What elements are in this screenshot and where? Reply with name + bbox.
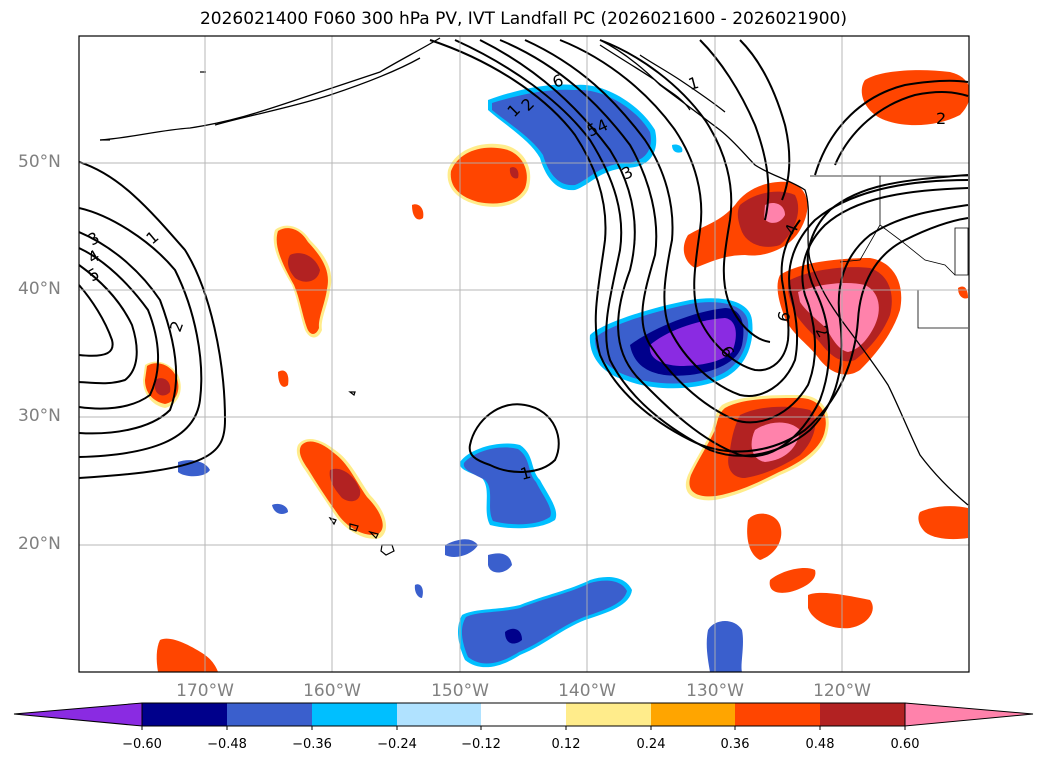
contour-label: 1 — [142, 227, 162, 248]
colorbar-segment — [227, 703, 312, 726]
colorbar-segment — [142, 703, 227, 726]
colorbar-frame — [141, 702, 906, 727]
colorbar-tick-label: 0.48 — [805, 737, 835, 752]
lon-label-150w: 150°W — [431, 681, 489, 701]
map-frame — [78, 35, 970, 673]
colorbar-segment — [820, 703, 905, 726]
colorbar-tick-label: −0.60 — [122, 737, 162, 752]
colorbar-tick-label: 0.60 — [890, 737, 920, 752]
lon-label-120w: 120°W — [813, 681, 871, 701]
lon-label-160w: 160°W — [303, 681, 361, 701]
map-title: 2026021400 F060 300 hPa PV, IVT Landfall… — [199, 9, 847, 29]
contour-label: 2 — [936, 109, 946, 128]
colorbar-segment — [735, 703, 820, 726]
contour-label: 3 — [85, 228, 103, 250]
lat-label-30n: 30°N — [18, 406, 61, 426]
contour-lines — [79, 39, 969, 479]
negative-anomaly-north — [488, 84, 657, 191]
colorbar-segment — [481, 703, 566, 726]
colorbar-segment — [651, 703, 735, 726]
positive-anomaly-coast-south — [685, 395, 829, 501]
colorbar-segment — [312, 703, 397, 726]
contour-label: 2 — [166, 318, 187, 334]
map-plot-area: 1 2 3 4 5 6 6 5 4 3 2 1 2 1 6 4 2 1 — [79, 36, 969, 672]
colorbar-tick-label: 0.12 — [551, 737, 581, 752]
colorbar-tick-label: −0.24 — [377, 737, 417, 752]
colorbar-extend-high — [904, 702, 1034, 727]
colorbar-tick-label: −0.48 — [207, 737, 247, 752]
lat-label-20n: 20°N — [18, 534, 61, 554]
coastlines — [99, 37, 969, 506]
colorbar-tick-label: −0.12 — [461, 737, 501, 752]
positive-anomaly-hawaii — [296, 438, 387, 539]
colorbar-extend-low — [13, 702, 143, 727]
negative-anomaly-subtropical — [445, 443, 557, 573]
colorbar-tick-label: 0.24 — [636, 737, 666, 752]
contour-label: 6 — [774, 309, 795, 324]
positive-anomaly-ne-pacific — [447, 70, 969, 207]
contour-label: 4 — [85, 246, 103, 268]
colorbar-tick-label: −0.36 — [292, 737, 332, 752]
political-boundaries — [810, 175, 969, 329]
gridlines — [79, 36, 969, 672]
lat-label-50n: 50°N — [18, 152, 61, 172]
contour-label: 1 — [686, 73, 701, 94]
lon-label-140w: 140°W — [558, 681, 616, 701]
colorbar — [13, 702, 1034, 730]
contour-label: 1 — [518, 463, 533, 484]
negative-anomaly-central — [589, 298, 753, 389]
positive-anomaly-southeast — [747, 286, 968, 629]
lon-label-170w: 170°W — [176, 681, 234, 701]
colorbar-segment — [397, 703, 481, 726]
colorbar-tick-label: 0.36 — [720, 737, 750, 752]
lon-label-130w: 130°W — [686, 681, 744, 701]
lat-label-40n: 40°N — [18, 279, 61, 299]
positive-anomaly-west — [143, 204, 424, 672]
colorbar-segment — [566, 703, 651, 726]
